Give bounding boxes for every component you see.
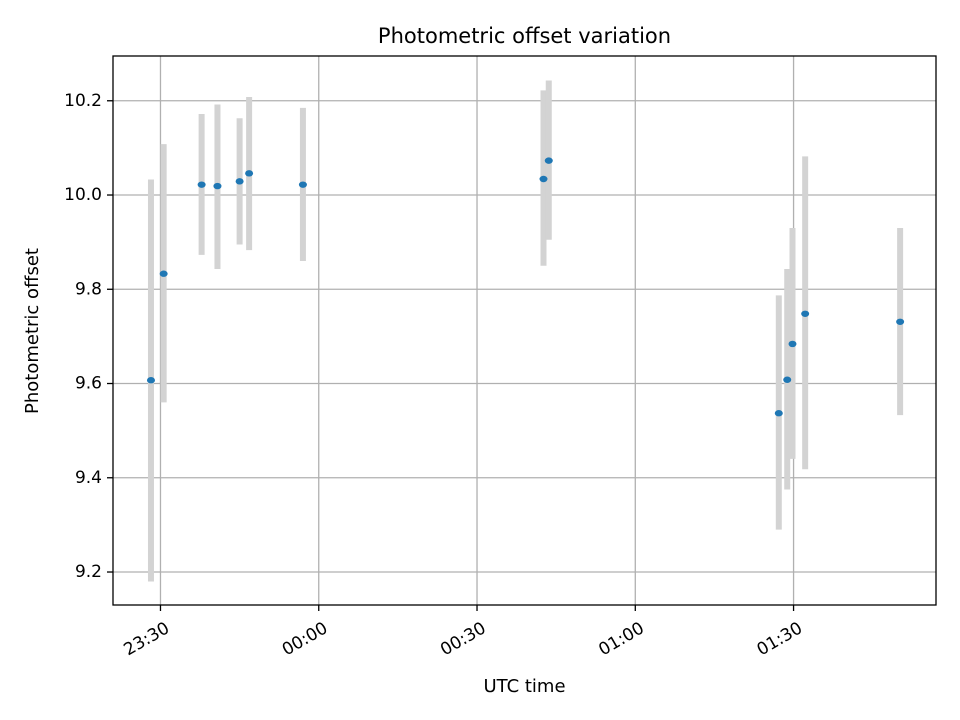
data-point xyxy=(235,178,244,185)
ticks: 23:30 00:00 00:30 01:00 01:309.29.49.69.810.… xyxy=(64,91,806,660)
plot-frame xyxy=(112,55,937,606)
y-tick-label: 9.2 xyxy=(75,562,102,582)
data-point xyxy=(298,181,307,188)
chart-title: Photometric offset variation xyxy=(378,24,671,48)
data-point xyxy=(783,376,792,383)
y-tick-label: 10.0 xyxy=(64,185,102,205)
data-point xyxy=(896,318,905,325)
data-point xyxy=(245,170,254,177)
y-tick-label: 9.8 xyxy=(75,279,102,299)
y-tick-label: 10.2 xyxy=(64,91,102,111)
x-axis-label: UTC time xyxy=(483,676,565,697)
data-point xyxy=(801,310,810,317)
data-points xyxy=(146,157,905,417)
data-point xyxy=(544,157,553,164)
data-point xyxy=(146,377,155,384)
y-axis-label: Photometric offset xyxy=(22,248,43,414)
y-tick-label: 9.6 xyxy=(75,374,102,394)
data-point xyxy=(774,410,783,417)
data-point xyxy=(788,340,797,348)
data-point xyxy=(197,181,206,188)
y-tick-label: 9.4 xyxy=(75,468,102,488)
data-point xyxy=(159,270,168,277)
data-point xyxy=(539,175,548,183)
data-point xyxy=(213,182,222,190)
